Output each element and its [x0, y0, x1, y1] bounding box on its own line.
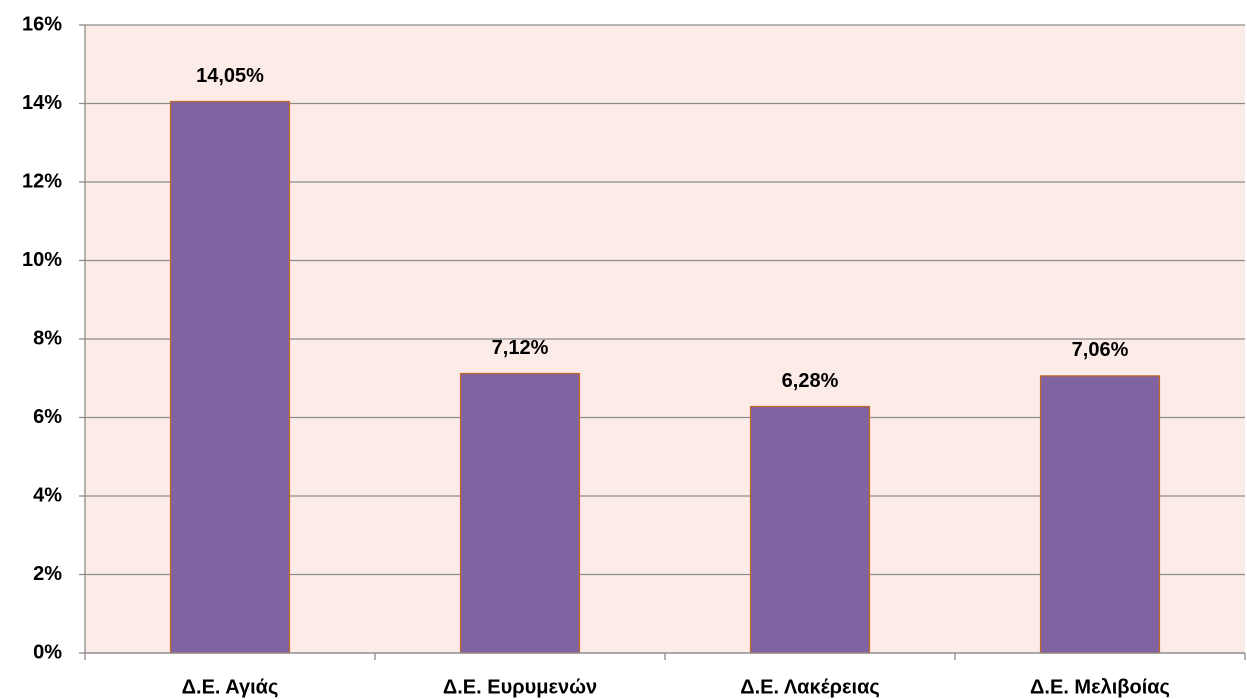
- y-tick-label: 14%: [22, 92, 62, 114]
- y-tick-label: 12%: [22, 170, 62, 192]
- bar: [169, 100, 291, 654]
- y-tick-label: 8%: [33, 327, 62, 349]
- bar: [1039, 375, 1161, 654]
- value-label: 7,06%: [1072, 339, 1129, 361]
- y-tick-label: 16%: [22, 13, 62, 35]
- x-tick-label: Δ.Ε. Λακέρειας: [740, 676, 880, 698]
- y-tick-label: 6%: [33, 406, 62, 428]
- y-tick-label: 2%: [33, 563, 62, 585]
- x-tick-label: Δ.Ε. Αγιάς: [182, 676, 279, 698]
- x-tick-label: Δ.Ε. Μελιβοίας: [1030, 676, 1170, 698]
- bar: [749, 405, 871, 654]
- bar: [459, 372, 581, 654]
- y-tick-label: 4%: [33, 484, 62, 506]
- y-tick-label: 10%: [22, 249, 62, 271]
- x-tick-label: Δ.Ε. Ευρυμενών: [443, 676, 597, 698]
- value-label: 6,28%: [782, 370, 839, 392]
- value-label: 7,12%: [492, 337, 549, 359]
- value-label: 14,05%: [196, 65, 264, 87]
- y-tick-label: 0%: [33, 641, 62, 663]
